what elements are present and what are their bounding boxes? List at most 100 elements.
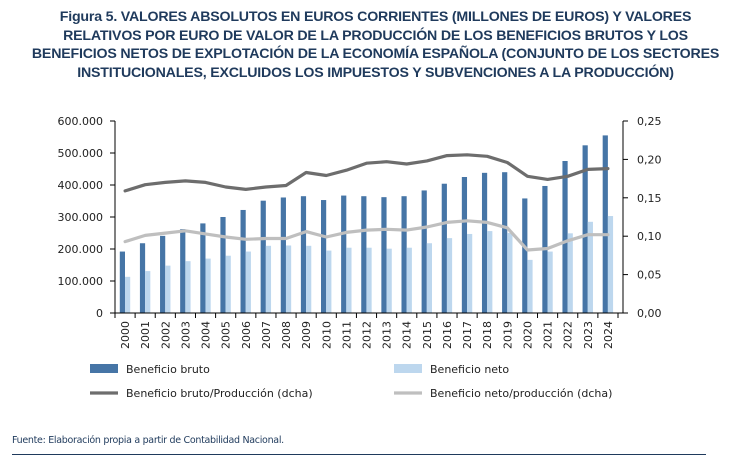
bar-beneficio-neto (527, 259, 533, 313)
left-tick-label: 600.000 (58, 115, 104, 128)
bar-beneficio-neto (446, 238, 453, 313)
x-tick-label: 2003 (179, 321, 192, 349)
x-tick-label: 2014 (401, 321, 414, 349)
bar-beneficio-neto (386, 248, 392, 313)
bar-beneficio-bruto (602, 135, 608, 313)
legend-label: Beneficio neto (430, 363, 509, 376)
x-tick-label: 2018 (481, 321, 494, 349)
bar-beneficio-neto (426, 243, 432, 313)
title-line: Figura 5. VALORES ABSOLUTOS EN EUROS COR… (59, 9, 692, 25)
legend-label: Beneficio bruto (126, 363, 210, 376)
x-tick-label: 2005 (220, 321, 233, 349)
bar-beneficio-bruto (522, 198, 528, 313)
bar-beneficio-neto (587, 221, 593, 313)
bar-beneficio-bruto (361, 196, 367, 313)
bar-beneficio-neto (225, 255, 231, 313)
bar-beneficio-neto (406, 247, 412, 313)
bar-beneficio-bruto (160, 235, 166, 313)
left-tick-label: 0 (96, 307, 103, 320)
right-tick-label: 0,25 (637, 115, 662, 128)
right-tick-label: 0,10 (637, 230, 662, 243)
bar-beneficio-bruto (421, 190, 427, 313)
legend-swatch (394, 364, 422, 373)
x-tick-label: 2021 (542, 321, 555, 349)
bar-beneficio-bruto (139, 243, 146, 313)
right-tick-label: 0,15 (637, 192, 662, 205)
bar-beneficio-neto (507, 233, 513, 313)
bar-beneficio-neto (245, 251, 251, 313)
bar-beneficio-neto (547, 251, 553, 313)
combo-chart: 0 100.000 200.000 300.000 400.000 500.000 600.… (58, 115, 662, 400)
bar-beneficio-bruto (461, 177, 468, 313)
left-tick-label: 400.000 (58, 179, 104, 192)
line-neto-produccion (123, 219, 610, 252)
legend-label: Beneficio neto/producción (dcha) (430, 387, 612, 400)
x-tick-label: 2009 (300, 321, 313, 349)
legend-swatch (90, 364, 118, 373)
left-tick-label: 200.000 (58, 243, 104, 256)
left-tick-label: 100.000 (58, 275, 104, 288)
right-tick-label: 0,20 (637, 153, 662, 166)
x-tick-label: 2020 (521, 321, 534, 349)
right-tick-label: 0,00 (637, 307, 662, 320)
bar-beneficio-bruto (481, 172, 488, 313)
x-tick-label: 2007 (260, 321, 273, 349)
bar-beneficio-neto (326, 250, 332, 313)
x-tick-label: 2002 (159, 321, 172, 349)
lines-layer (123, 153, 610, 252)
bar-beneficio-bruto (562, 161, 568, 313)
x-tick-label: 2013 (381, 321, 394, 349)
bar-beneficio-neto (487, 231, 493, 313)
x-tick-label: 2000 (119, 321, 132, 349)
right-tick-label: 0,05 (637, 269, 662, 282)
legend: Beneficio bruto Beneficio neto Beneficio b… (90, 363, 612, 400)
x-tick-label: 2008 (280, 321, 293, 349)
x-tick-label: 2004 (200, 321, 213, 349)
bar-beneficio-bruto (240, 209, 246, 313)
bar-beneficio-neto (366, 247, 372, 313)
x-tick-label: 2017 (461, 321, 474, 349)
left-tick-label: 300.000 (58, 211, 104, 224)
x-tick-label: 2024 (602, 321, 615, 349)
bar-beneficio-neto (185, 261, 191, 313)
figure-title: Figura 5. VALORES ABSOLUTOS EN EUROS COR… (0, 8, 751, 82)
bar-beneficio-neto (306, 245, 312, 313)
x-tick-label: 2022 (562, 321, 575, 349)
line-bruto-produccion (123, 153, 610, 193)
bar-beneficio-neto (145, 271, 151, 313)
footer-divider (12, 454, 706, 455)
bar-beneficio-neto (265, 245, 272, 313)
legend-label: Beneficio bruto/Producción (dcha) (126, 387, 313, 400)
title-line: RELATIVOS POR EURO DE VALOR DE LA PRODUC… (63, 27, 688, 44)
bar-beneficio-bruto (401, 196, 407, 313)
bar-beneficio-bruto (119, 251, 125, 313)
title-line: BENEFICIOS NETOS DE EXPLOTACIÓN DE LA EC… (31, 46, 720, 62)
bar-beneficio-bruto (341, 195, 347, 313)
bar-beneficio-bruto (280, 197, 286, 313)
bars-layer (119, 135, 614, 313)
bar-beneficio-bruto (260, 200, 266, 313)
bar-beneficio-neto (567, 233, 573, 313)
title-line: INSTITUCIONALES, EXCLUIDOS LOS IMPUESTOS… (77, 64, 674, 81)
x-tick-label: 2011 (340, 321, 353, 349)
x-tick-label: 2015 (421, 321, 434, 349)
bar-beneficio-neto (346, 247, 352, 313)
bar-beneficio-bruto (180, 229, 186, 313)
bar-beneficio-neto (285, 245, 292, 313)
x-tick-label: 2001 (139, 321, 152, 349)
x-tick-label: 2010 (320, 321, 333, 349)
x-tick-label: 2023 (582, 321, 595, 349)
bar-beneficio-neto (467, 233, 473, 313)
bar-beneficio-bruto (582, 145, 588, 313)
bar-beneficio-bruto (220, 217, 226, 313)
bar-beneficio-neto (205, 258, 211, 313)
bar-beneficio-neto (125, 276, 131, 313)
bar-beneficio-neto (165, 265, 171, 313)
bar-beneficio-bruto (200, 223, 206, 313)
bar-beneficio-bruto (381, 197, 387, 313)
bar-beneficio-bruto (300, 196, 307, 313)
bar-beneficio-bruto (441, 183, 447, 313)
axes-layer: 0 100.000 200.000 300.000 400.000 500.000 600.… (58, 115, 662, 349)
x-tick-label: 2019 (501, 321, 514, 349)
left-tick-label: 500.000 (58, 147, 104, 160)
